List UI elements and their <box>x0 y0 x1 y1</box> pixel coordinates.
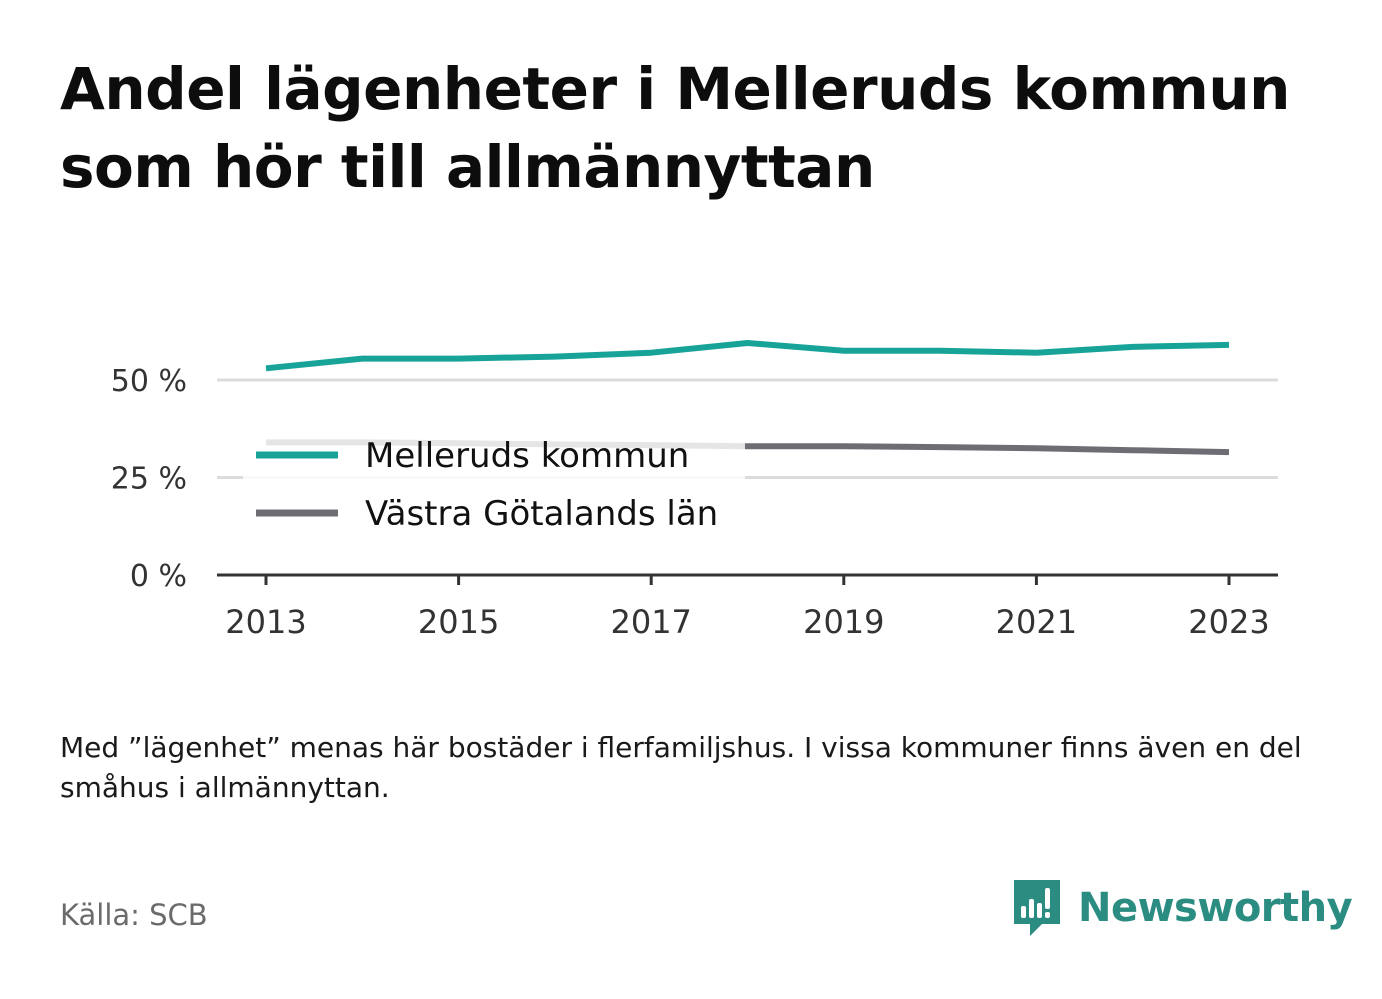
x-tick-label: 2023 <box>1188 603 1269 641</box>
x-tick-label: 2021 <box>996 603 1077 641</box>
y-axis-ticks: 0 % 25 % 50 % <box>111 364 187 594</box>
chart-title: Andel lägenheter i Melleruds kommun som … <box>60 55 1290 201</box>
source-credit: Källa: SCB <box>60 898 208 932</box>
brand-name: Newsworthy <box>1078 885 1353 931</box>
y-tick-label: 25 % <box>111 462 187 497</box>
x-tick-label: 2019 <box>803 603 884 641</box>
legend: Melleruds kommun Västra Götalands län <box>243 430 745 548</box>
legend-background <box>243 430 745 548</box>
x-axis: 2013 2015 2017 2019 2021 2023 <box>217 573 1278 641</box>
x-tick-label: 2017 <box>610 603 691 641</box>
series-line-1 <box>265 340 1230 372</box>
y-tick-label: 50 % <box>111 364 187 399</box>
newsworthy-logo-icon <box>1014 880 1060 936</box>
line-chart: 0 % 25 % 50 % 2013 2015 2017 2019 2021 2023 Mel… <box>111 340 1278 641</box>
chart-note: Med ”lägenhet” menas här bostäder i fler… <box>60 731 1302 804</box>
x-tick-label: 2013 <box>225 603 306 641</box>
y-tick-label: 0 % <box>130 559 187 594</box>
legend-label: Melleruds kommun <box>365 436 689 476</box>
legend-label: Västra Götalands län <box>365 494 718 534</box>
brand-logo: Newsworthy <box>1010 876 1353 940</box>
x-tick-label: 2015 <box>418 603 499 641</box>
